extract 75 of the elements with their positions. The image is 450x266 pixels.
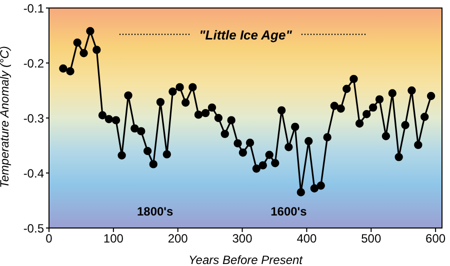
point xyxy=(201,108,210,118)
y-tick-label: -0.3 xyxy=(23,111,44,126)
point xyxy=(104,115,114,124)
point xyxy=(130,124,139,133)
point xyxy=(382,132,390,140)
point xyxy=(310,184,319,192)
point xyxy=(420,112,429,121)
point xyxy=(156,98,165,106)
y-tick-label: -0.4 xyxy=(23,166,44,180)
point xyxy=(323,133,332,142)
point xyxy=(92,46,101,54)
point xyxy=(252,164,261,173)
point xyxy=(227,116,236,124)
y-tick-label: -0.5 xyxy=(23,221,44,236)
point xyxy=(304,137,313,146)
point xyxy=(296,188,306,196)
y-tick-label: -0.2 xyxy=(23,56,44,70)
x-tick-label: 500 xyxy=(361,232,382,246)
x-tick-label: 0 xyxy=(46,232,53,246)
point xyxy=(277,106,286,114)
point xyxy=(118,151,126,160)
point xyxy=(214,114,223,122)
point xyxy=(194,110,203,119)
point xyxy=(80,49,88,58)
x-tick-label: 600 xyxy=(426,232,446,246)
point xyxy=(362,110,371,118)
x-tick-label: 400 xyxy=(296,232,318,246)
y-axis-title: Temperature Anomaly (°C) xyxy=(0,46,12,188)
y-tick-label: -0.1 xyxy=(23,1,44,16)
point xyxy=(408,86,416,95)
point xyxy=(401,121,410,130)
point xyxy=(414,140,422,150)
point xyxy=(291,122,300,131)
point xyxy=(181,98,190,107)
annotation: 1800's xyxy=(136,204,174,218)
point xyxy=(355,119,364,128)
point xyxy=(388,89,396,98)
point xyxy=(246,138,254,147)
point xyxy=(220,130,229,138)
point xyxy=(350,74,358,84)
point xyxy=(330,102,339,110)
point xyxy=(342,84,351,93)
point xyxy=(86,27,94,36)
x-axis-title: Years Before Present xyxy=(188,253,304,266)
point xyxy=(368,103,378,112)
point xyxy=(162,150,171,158)
point xyxy=(73,38,82,47)
point xyxy=(98,111,107,120)
point xyxy=(59,64,68,73)
point xyxy=(208,103,216,112)
point xyxy=(375,95,384,104)
point xyxy=(124,91,132,100)
point xyxy=(143,146,152,156)
point xyxy=(394,152,403,162)
point xyxy=(336,104,345,113)
point xyxy=(265,150,274,159)
point xyxy=(176,83,184,92)
point xyxy=(238,148,248,157)
point xyxy=(137,127,146,136)
point xyxy=(258,161,267,170)
point xyxy=(66,67,74,76)
annotation: "Little Ice Age" xyxy=(199,27,293,42)
point xyxy=(112,116,120,124)
point xyxy=(188,83,197,92)
point xyxy=(316,182,325,190)
point xyxy=(284,143,293,152)
point xyxy=(168,88,177,96)
point xyxy=(426,92,436,100)
point xyxy=(149,160,158,168)
point xyxy=(271,159,280,168)
annotation: 1600's xyxy=(270,204,308,218)
point xyxy=(234,139,242,148)
x-tick-label: 300 xyxy=(232,232,253,246)
x-tick-label: 200 xyxy=(168,232,188,246)
x-tick-label: 100 xyxy=(103,232,124,246)
